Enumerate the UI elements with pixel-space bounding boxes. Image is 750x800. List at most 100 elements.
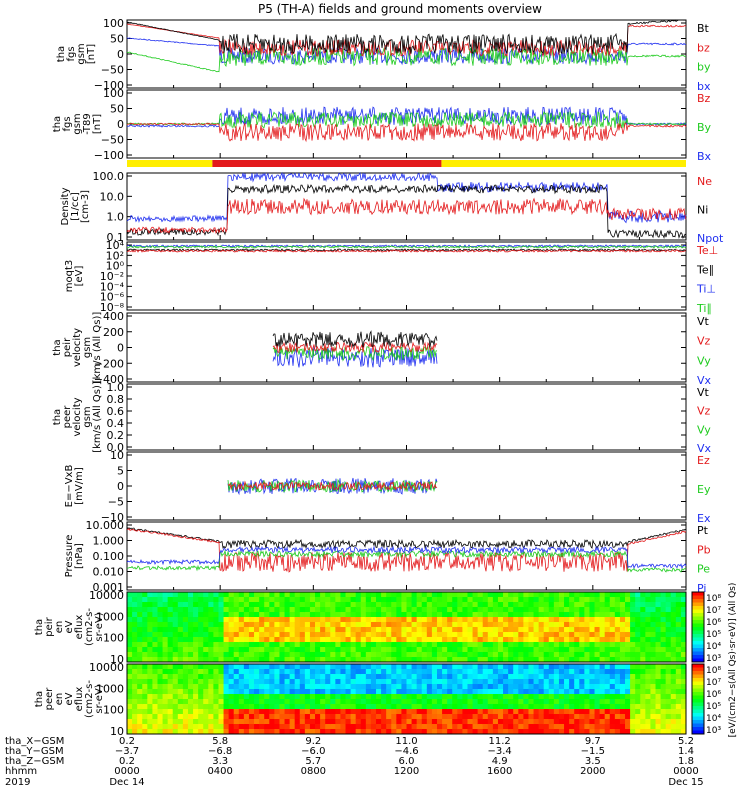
spectrogram-cell — [645, 714, 651, 720]
spectrogram-cell — [284, 592, 291, 598]
spectrogram-cell — [670, 714, 677, 720]
spectrogram-cell — [152, 674, 158, 680]
spectrogram-cell — [492, 664, 499, 670]
spectrogram-cell — [579, 699, 585, 705]
spectrogram-cell — [431, 719, 438, 725]
spectrogram-cell — [538, 592, 545, 598]
spectrogram-cell — [243, 602, 250, 608]
spectrogram-cell — [619, 622, 626, 628]
spectrogram-cell — [431, 632, 438, 638]
spectrogram-cell — [594, 719, 601, 725]
spectrogram-cell — [467, 714, 474, 720]
spectrogram-cell — [523, 674, 529, 680]
spectrogram-cell — [264, 612, 270, 618]
spectrogram-cell — [233, 657, 240, 663]
spectrogram-cell — [182, 669, 189, 675]
legend-Ni: Ni — [697, 204, 708, 217]
spectrogram-cell — [396, 699, 402, 705]
spectrogram-cell — [543, 669, 550, 675]
spectrogram-cell — [548, 664, 555, 670]
spectrogram-cell — [574, 637, 580, 643]
spectrogram-cell — [208, 684, 214, 690]
spectrogram-cell — [335, 622, 341, 628]
spectrogram-cell — [533, 622, 540, 628]
spectrogram-cell — [284, 622, 291, 628]
spectrogram-cell — [625, 689, 631, 695]
spectrogram-cell — [147, 622, 153, 628]
spectrogram-cell — [182, 689, 189, 695]
spectrogram-cell — [431, 597, 438, 603]
spectrogram-cell — [187, 642, 194, 648]
spectrogram-cell — [182, 694, 189, 700]
spectrogram-cell — [193, 632, 199, 638]
spectrogram-cell — [543, 637, 550, 643]
spectrogram-cell — [660, 689, 667, 695]
y-axis-label: peer — [44, 687, 55, 711]
spectrogram-cell — [426, 652, 433, 658]
spectrogram-cell — [330, 657, 336, 663]
spectrogram-cell — [411, 704, 418, 710]
spectrogram-cell — [218, 694, 225, 700]
spectrogram-cell — [248, 704, 255, 710]
spectrogram-cell — [370, 694, 377, 700]
spectrogram-cell — [254, 684, 260, 690]
spectrogram-cell — [442, 689, 448, 695]
spectrogram-cell — [335, 714, 341, 720]
spectrogram-cell — [325, 602, 331, 608]
spectrogram-cell — [665, 607, 672, 613]
spectrogram-cell — [264, 632, 270, 638]
spectrogram-cell — [325, 637, 331, 643]
spectrogram-cell — [365, 664, 372, 670]
spectrogram-cell — [228, 607, 235, 613]
spectrogram-cell — [340, 597, 347, 603]
spectrogram-cell — [218, 652, 225, 658]
spectrogram-cell — [492, 617, 499, 623]
spectrogram-cell — [254, 617, 260, 623]
spectrogram-cell — [604, 647, 611, 653]
spectrogram-cell — [528, 679, 535, 685]
spectrogram-cell — [472, 652, 479, 658]
spectrogram-cell — [370, 719, 377, 725]
spectrogram-cell — [655, 674, 662, 680]
spectrogram-cell — [487, 729, 494, 735]
spectrogram-cell — [503, 669, 509, 675]
spectrogram-cell — [381, 642, 387, 648]
spectrogram-cell — [431, 729, 438, 735]
spectrogram-cell — [614, 647, 621, 653]
spectrogram-cell — [650, 592, 657, 598]
spectrogram-cell — [182, 607, 189, 613]
ephemeris-value: 6.0 — [399, 756, 415, 767]
spectrogram-cell — [350, 647, 357, 653]
spectrogram-cell — [259, 607, 265, 613]
spectrogram-cell — [492, 642, 499, 648]
spectrogram-cell — [391, 684, 397, 690]
spectrogram-cell — [299, 709, 306, 715]
spectrogram-cell — [640, 602, 646, 608]
spectrogram-cell — [264, 729, 270, 735]
spectrogram-cell — [167, 679, 174, 685]
spectrogram-cell — [630, 694, 636, 700]
spectrogram-cell — [264, 674, 270, 680]
spectrogram-cell — [279, 674, 286, 680]
y-tick-label: 10⁴ — [106, 239, 125, 252]
spectrogram-cell — [360, 612, 367, 618]
spectrogram-cell — [386, 632, 392, 638]
spectrogram-cell — [482, 637, 489, 643]
spectrogram-cell — [487, 622, 494, 628]
spectrogram-cell — [320, 694, 326, 700]
spectrogram-cell — [523, 714, 529, 720]
spectrogram-cell — [238, 664, 245, 670]
ephemeris-value: 0.2 — [119, 756, 135, 767]
spectrogram-cell — [406, 657, 413, 663]
spectrogram-cell — [228, 617, 235, 623]
spectrogram-cell — [467, 657, 474, 663]
spectrogram-cell — [604, 612, 611, 618]
spectrogram-cell — [345, 592, 352, 598]
spectrogram-cell — [558, 647, 565, 653]
spectrogram-cell — [345, 719, 352, 725]
spectrogram-cell — [198, 679, 204, 685]
spectrogram-cell — [386, 617, 392, 623]
spectrogram-cell — [584, 709, 590, 715]
spectrogram-cell — [594, 729, 601, 735]
y-axis-label: tha — [34, 619, 45, 635]
